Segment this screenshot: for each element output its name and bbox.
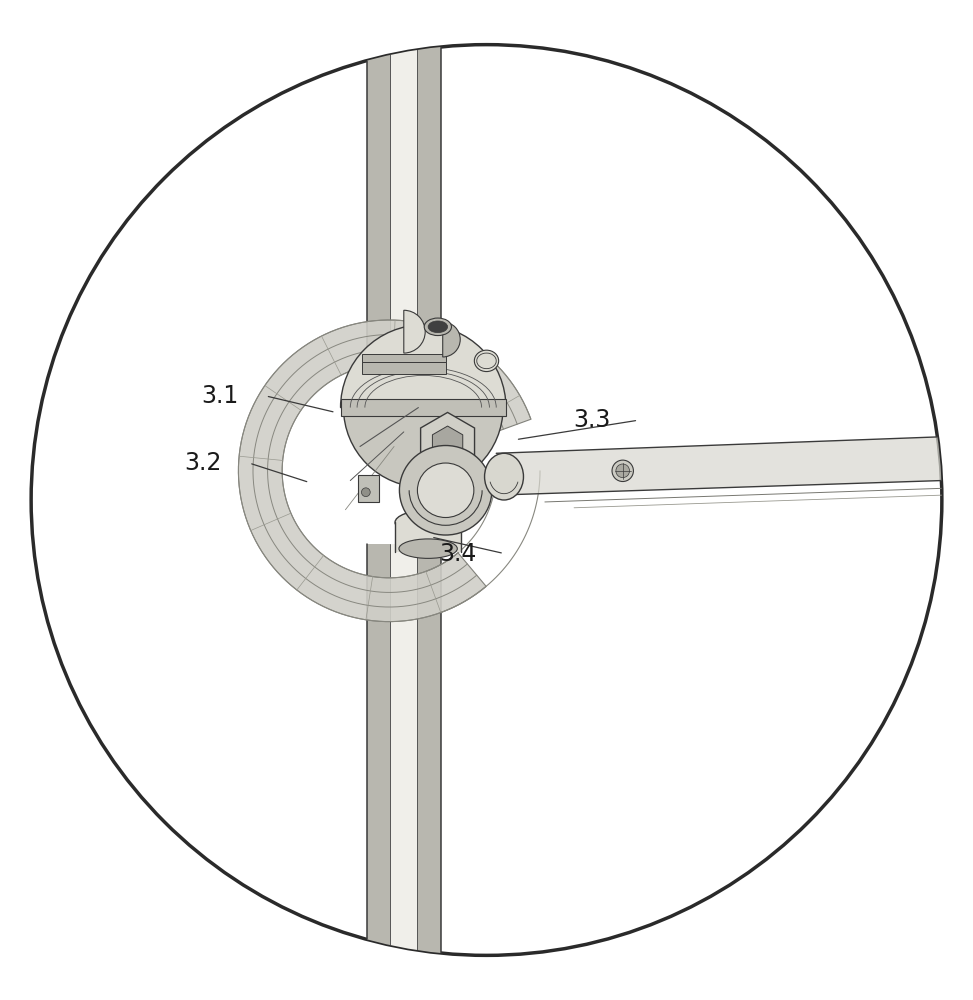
Bar: [358, 475, 379, 502]
Wedge shape: [443, 322, 460, 357]
Bar: [362, 362, 446, 374]
Polygon shape: [238, 320, 531, 622]
Text: 3.1: 3.1: [201, 384, 238, 408]
Wedge shape: [343, 408, 503, 487]
Ellipse shape: [485, 453, 523, 500]
Ellipse shape: [395, 510, 461, 535]
Ellipse shape: [616, 464, 630, 478]
Ellipse shape: [424, 318, 451, 336]
Bar: [390, 43, 417, 374]
Bar: [417, 544, 441, 962]
Text: 3.4: 3.4: [440, 542, 477, 566]
Wedge shape: [341, 325, 506, 408]
Text: 3.2: 3.2: [185, 451, 222, 475]
Ellipse shape: [612, 460, 633, 482]
Bar: [390, 544, 417, 962]
Ellipse shape: [428, 321, 448, 333]
Ellipse shape: [475, 350, 499, 372]
Ellipse shape: [417, 463, 474, 518]
Bar: [341, 399, 506, 416]
Bar: [395, 522, 461, 552]
Circle shape: [31, 45, 942, 955]
Polygon shape: [496, 437, 942, 495]
Polygon shape: [420, 412, 475, 475]
Bar: [367, 544, 390, 962]
Ellipse shape: [362, 488, 370, 497]
Bar: [417, 43, 441, 374]
Ellipse shape: [400, 446, 491, 535]
Bar: [367, 43, 390, 374]
Ellipse shape: [399, 539, 457, 558]
Text: 3.3: 3.3: [574, 408, 611, 432]
Polygon shape: [432, 426, 463, 461]
Bar: [362, 354, 446, 362]
Wedge shape: [404, 310, 425, 353]
